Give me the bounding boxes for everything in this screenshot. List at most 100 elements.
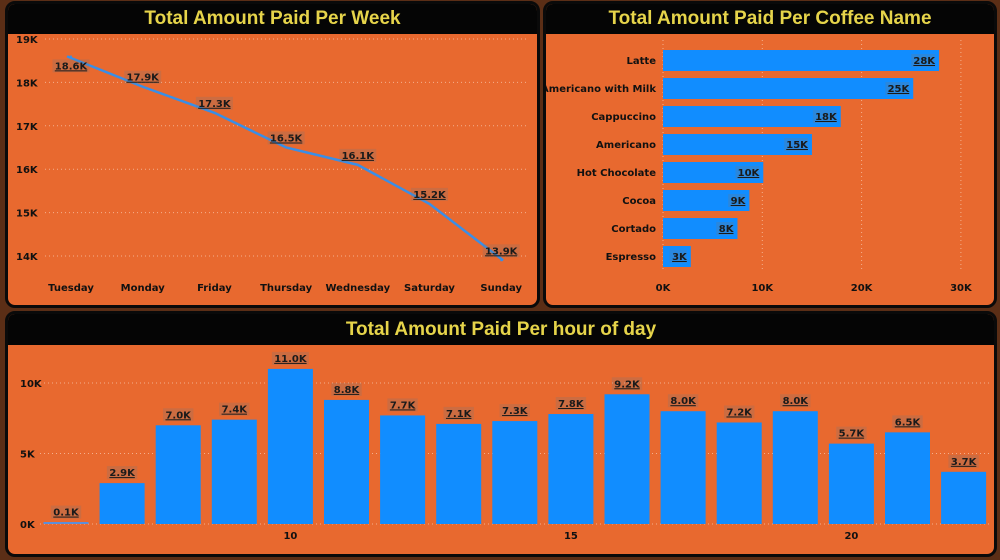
data-label-bg (784, 138, 808, 151)
x-tick-label: Tuesday (48, 283, 94, 294)
x-tick-label: Sunday (480, 283, 522, 294)
data-point (141, 85, 144, 88)
data-label-bg (555, 397, 587, 411)
data-label-bg (892, 415, 923, 429)
bar (885, 432, 930, 524)
data-label-bg (836, 426, 867, 440)
hourly-panel: Total Amount Paid Per hour of day 10K 5K 0… (5, 311, 997, 557)
data-label-bg (163, 408, 194, 422)
y-tick-label: 15K (16, 209, 39, 220)
y-category-label: Americano with Milk (546, 84, 656, 95)
data-label-bg (482, 244, 520, 258)
weekly-chart-title: Total Amount Paid Per Week (8, 4, 537, 34)
x-tick-label: Thursday (260, 283, 313, 294)
data-label: 3K (672, 252, 688, 263)
data-label: 15K (786, 140, 809, 151)
data-label-bg (331, 382, 362, 396)
data-label: 8K (719, 224, 735, 235)
bar (663, 162, 764, 183)
data-point (356, 163, 359, 166)
hourly-chart-title: Total Amount Paid Per hour of day (8, 314, 994, 345)
series-line (66, 55, 504, 262)
bar (663, 50, 940, 71)
data-label: 7.8K (558, 399, 585, 410)
data-label-bg (724, 405, 755, 419)
data-label: 16.1K (342, 151, 376, 162)
data-label-bg (195, 96, 233, 110)
coffee-bar-chart: 0K 10K 20K 30K Latte 28K Americano with Milk 25… (546, 40, 973, 294)
data-label: 6.5K (895, 417, 922, 428)
data-label: 13.9K (485, 246, 519, 257)
x-tick-label: 20K (851, 283, 874, 294)
bar (663, 106, 841, 127)
data-label-bg (387, 398, 418, 412)
bar (941, 471, 987, 524)
y-category-label: Cappuccino (591, 112, 656, 123)
bar (324, 399, 369, 524)
bar (492, 421, 538, 524)
data-point (500, 259, 503, 262)
data-label-bg (443, 406, 474, 420)
data-label: 7.7K (390, 400, 417, 411)
data-label-bg (948, 454, 979, 468)
bar (772, 411, 818, 524)
x-tick-label: Friday (197, 283, 232, 294)
weekly-panel: Total Amount Paid Per Week 19K 18K 17K 16K 1… (5, 1, 540, 308)
weekly-line-chart: 19K 18K 17K 16K 15K 14K Tuesday Monday Friday Thu… (16, 35, 528, 294)
y-tick-label: 18K (16, 78, 39, 89)
bar (267, 368, 313, 524)
data-label: 16.5K (270, 134, 304, 145)
data-label-bg (267, 131, 305, 145)
y-category-label: Americano (596, 140, 656, 151)
data-label: 11.0K (274, 354, 308, 365)
y-category-label: Cortado (611, 224, 656, 235)
x-tick-label: Saturday (404, 283, 455, 294)
data-point (285, 146, 288, 149)
data-label: 2.9K (109, 468, 136, 479)
data-label: 10K (738, 168, 761, 179)
y-category-label: Hot Chocolate (577, 168, 657, 179)
data-point (213, 111, 216, 114)
data-label-bg (728, 194, 746, 207)
y-category-label: Espresso (606, 252, 657, 263)
data-label-bg (52, 59, 90, 73)
data-label-bg (885, 82, 910, 95)
x-tick-label: 10 (283, 531, 297, 542)
bar (663, 218, 738, 239)
y-tick-label: 14K (16, 252, 39, 263)
data-label: 28K (913, 56, 936, 67)
data-label: 9.2K (614, 379, 641, 390)
coffee-chart-title: Total Amount Paid Per Coffee Name (546, 4, 994, 34)
y-tick-label: 17K (16, 122, 39, 133)
data-label-bg (716, 222, 734, 235)
bar (663, 78, 914, 99)
data-label: 15.2K (413, 190, 447, 201)
y-tick-label: 5K (20, 450, 36, 461)
bar (99, 483, 145, 524)
data-label-bg (667, 394, 699, 408)
data-label: 7.3K (502, 406, 529, 417)
data-label-bg (499, 404, 530, 418)
data-label-bg (911, 54, 936, 67)
x-tick-label: Wednesday (326, 283, 391, 294)
data-label: 8.0K (783, 396, 810, 407)
x-tick-label: 15 (564, 531, 578, 542)
data-label-bg (50, 505, 82, 519)
y-tick-label: 19K (16, 35, 39, 46)
data-label: 17.9K (126, 73, 160, 84)
bar (828, 443, 874, 524)
data-label: 7.1K (446, 409, 473, 420)
bar (660, 411, 706, 524)
bar (43, 522, 89, 524)
y-tick-label: 16K (16, 165, 39, 176)
data-label: 0.1K (53, 508, 80, 519)
x-tick-label: 20 (844, 531, 858, 542)
data-label-bg (339, 148, 377, 162)
data-label: 7.2K (726, 407, 753, 418)
hourly-bar-chart: 10K 5K 0K 10 15 20 0.1K 2.9K 7.0K 7.4K 11.0K 8.8K 7.… (20, 351, 990, 542)
data-point (70, 55, 72, 58)
data-label: 7.0K (165, 410, 192, 421)
y-tick-label: 10K (20, 379, 43, 390)
bar (548, 414, 594, 524)
data-label: 17.3K (198, 99, 232, 110)
